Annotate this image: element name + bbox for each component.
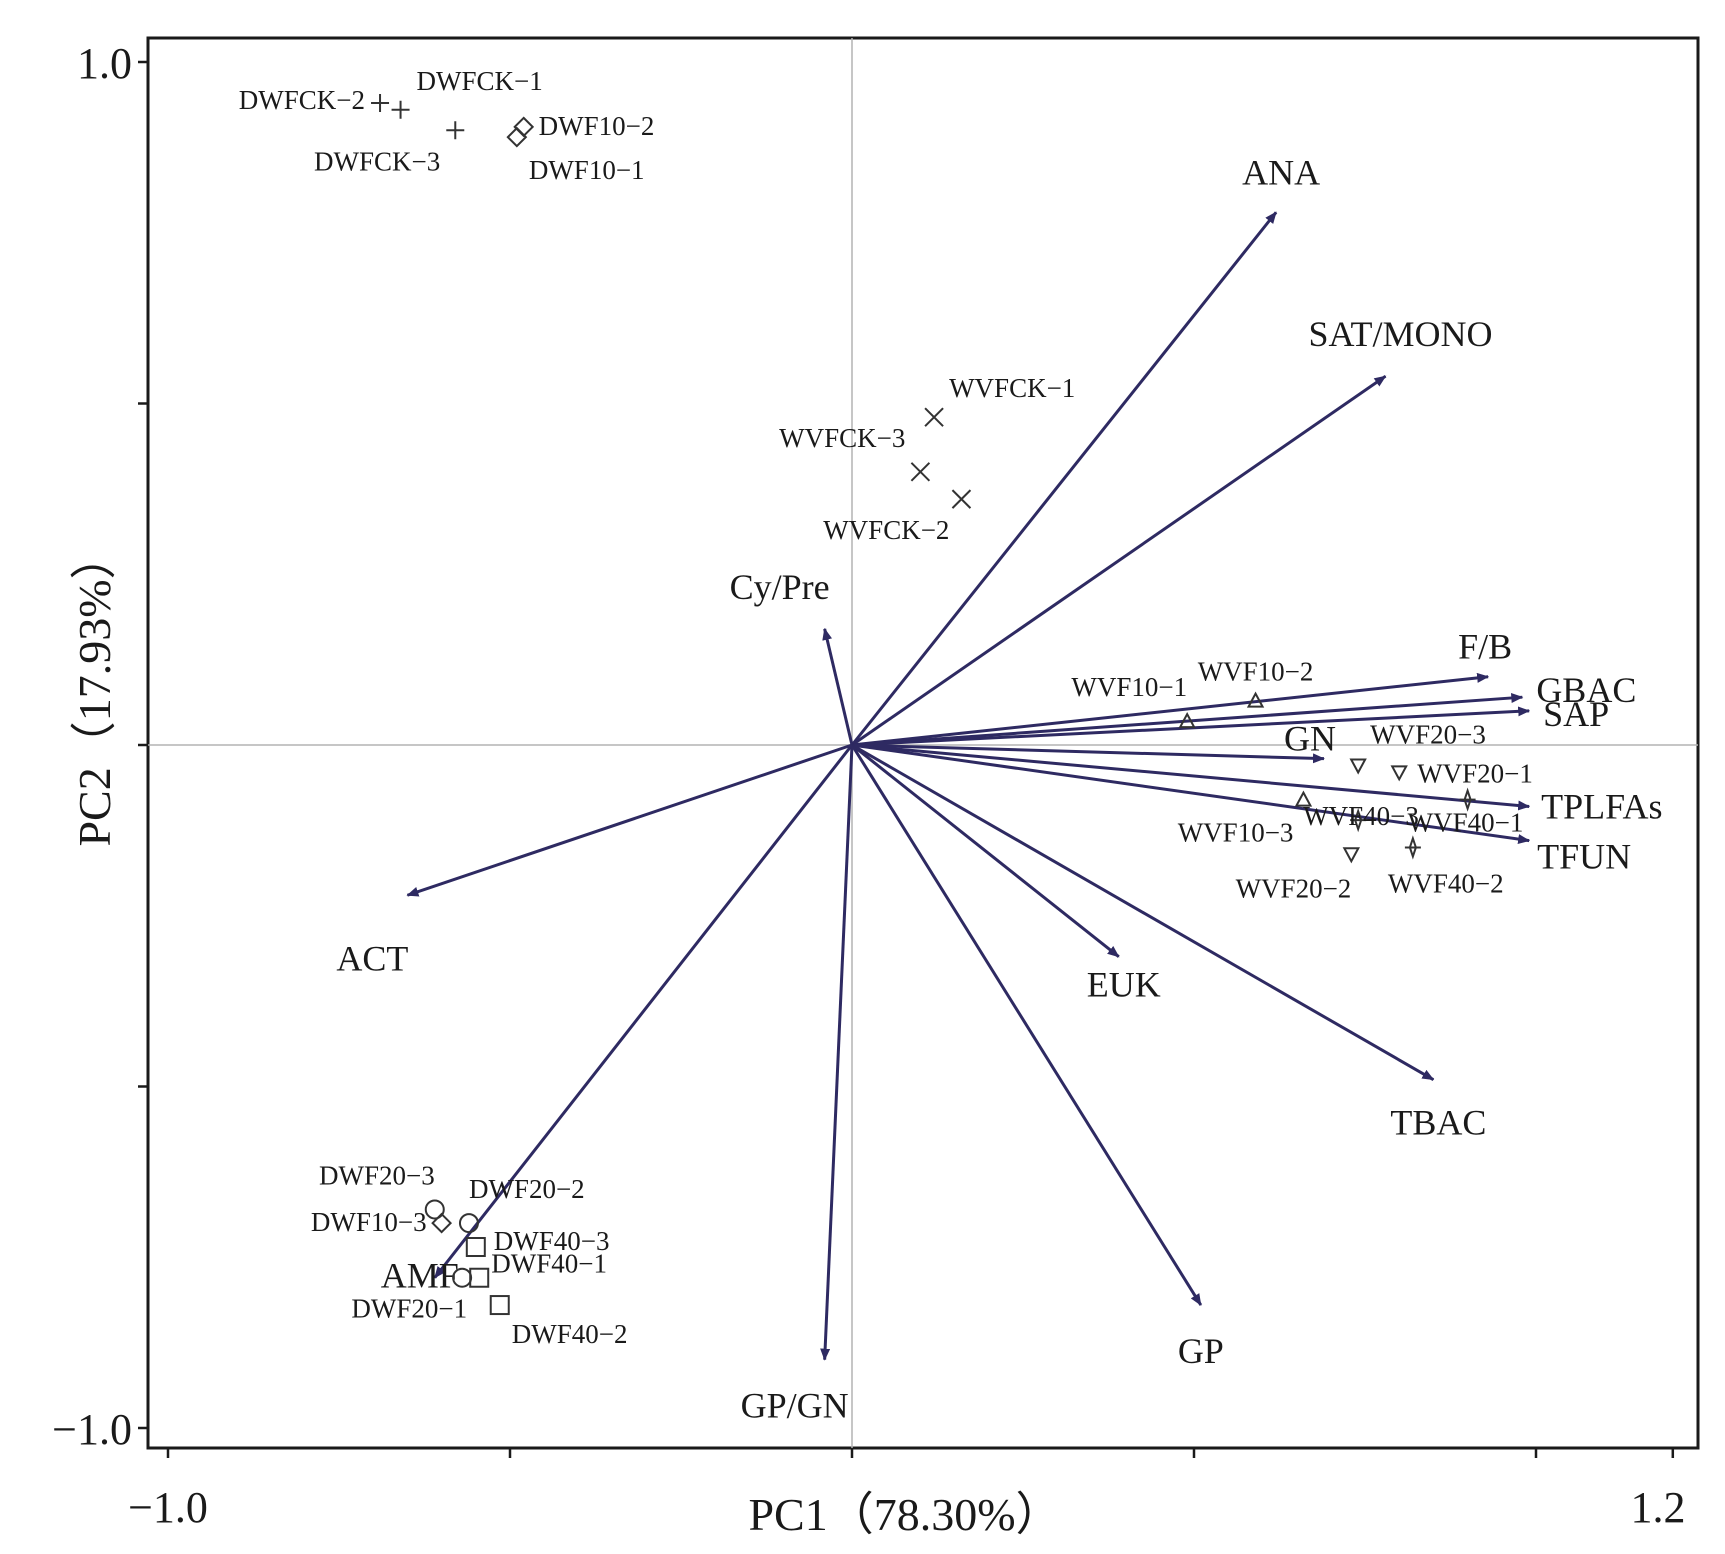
y-tick-label: 1.0	[77, 39, 132, 88]
sample-label: DWF20−2	[469, 1174, 585, 1204]
loading-label: TBAC	[1390, 1103, 1486, 1143]
loading-label: ACT	[336, 938, 408, 978]
loading-arrow	[851, 374, 1387, 747]
y-tick-label: −1.0	[52, 1405, 132, 1454]
sample-label: WVF10−3	[1178, 818, 1294, 848]
sample-marker	[446, 121, 465, 140]
loading-label: F/B	[1458, 627, 1512, 667]
loading-label: AMF	[381, 1256, 459, 1296]
sample-label: WVF20−3	[1370, 719, 1486, 749]
sample-marker	[424, 1199, 445, 1220]
loading-arrow	[850, 211, 1278, 746]
sample-label: WVF10−1	[1071, 672, 1187, 702]
sample-marker	[489, 1295, 510, 1316]
sample-label: DWF10−2	[539, 111, 655, 141]
sample-label: WVF20−2	[1236, 873, 1352, 903]
sample-label: WVFCK−2	[823, 515, 949, 545]
x-tick-label: −1.0	[128, 1483, 208, 1532]
sample-marker	[1404, 835, 1421, 860]
sample-marker	[506, 126, 528, 148]
loading-label: GN	[1284, 719, 1336, 759]
loading-label: SAT/MONO	[1309, 314, 1493, 354]
loading-label: GP/GN	[741, 1386, 849, 1426]
loading-label: TFUN	[1537, 837, 1631, 877]
sample-label: WVFCK−1	[949, 373, 1075, 403]
loading-arrow	[822, 627, 854, 746]
loading-label: EUK	[1087, 965, 1161, 1005]
sample-marker	[1349, 758, 1367, 775]
sample-marker	[391, 100, 410, 119]
plot-frame	[146, 36, 1700, 1450]
loading-arrow	[406, 743, 853, 897]
loading-label: GP	[1178, 1331, 1224, 1371]
y-axis-title: PC2（17.93%）	[69, 533, 120, 846]
sample-label: DWF20−1	[351, 1294, 467, 1324]
sample-label: DWFCK−2	[239, 85, 365, 115]
loading-label: Cy/Pre	[730, 567, 830, 607]
loading-arrow	[851, 672, 1490, 747]
sample-marker	[1390, 765, 1408, 782]
sample-label: DWF10−3	[311, 1207, 427, 1237]
sample-marker	[465, 1237, 486, 1258]
sample-marker	[951, 489, 972, 509]
sample-label: WVF10−2	[1198, 657, 1314, 687]
loading-arrow	[820, 744, 854, 1361]
loading-arrow	[850, 744, 1203, 1306]
loading-arrow	[851, 743, 1435, 1081]
loading-label: ANA	[1242, 152, 1320, 192]
axis-tick-labels: −1.0 1.2 1.0 −1.0	[52, 39, 1685, 1532]
x-axis-title: PC1（78.30%）	[748, 1489, 1061, 1540]
sample-label: DWFCK−3	[314, 146, 440, 176]
sample-marker	[1342, 847, 1360, 864]
loading-arrow	[433, 744, 854, 1279]
sample-marker	[513, 116, 535, 138]
sample-label: WVF40−1	[1408, 808, 1524, 838]
x-tick-label: 1.2	[1631, 1483, 1686, 1532]
sample-label: DWFCK−1	[417, 66, 543, 96]
loading-arrow	[851, 743, 1120, 958]
sample-marker	[1294, 790, 1313, 807]
sample-label: DWF40−1	[491, 1249, 607, 1279]
sample-label: WVFCK−3	[779, 423, 905, 453]
sample-marker	[1246, 691, 1265, 708]
sample-marker	[431, 1212, 453, 1234]
sample-label: DWF40−2	[512, 1319, 628, 1349]
sample-marker	[1459, 787, 1476, 812]
sample-label: WVF40−2	[1388, 868, 1504, 898]
sample-label: DWF40−3	[494, 1226, 610, 1256]
sample-marker	[1178, 711, 1196, 729]
sample-marker	[458, 1213, 479, 1234]
sample-label: WVF40−3	[1303, 801, 1419, 831]
loading-label: SAP	[1543, 694, 1609, 734]
sample-label: DWF10−1	[529, 155, 645, 185]
sample-marker	[371, 93, 390, 112]
loading-arrow	[851, 743, 1531, 811]
loading-arrow	[851, 692, 1524, 747]
axis-ticks	[138, 60, 1675, 1458]
sample-points: DWFCK−1 DWFCK−2 DWFCK−3 DWF10−2 DWF10−1 WVFCK…	[239, 66, 1533, 1349]
loading-arrow	[851, 743, 1325, 764]
loading-label: GBAC	[1536, 670, 1636, 710]
sample-marker	[910, 462, 931, 482]
sample-marker	[1350, 807, 1367, 833]
loading-label: TPLFAs	[1541, 786, 1662, 826]
sample-label: DWF20−3	[319, 1160, 435, 1190]
sample-marker	[469, 1267, 490, 1288]
loading-arrow	[851, 743, 1531, 845]
sample-marker	[924, 407, 944, 427]
sample-label: WVF20−1	[1417, 758, 1533, 788]
